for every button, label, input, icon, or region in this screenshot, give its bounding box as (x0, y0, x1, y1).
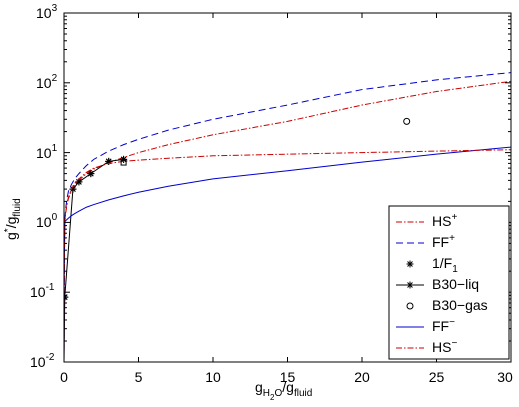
star-point (64, 293, 69, 301)
series-layer (64, 72, 511, 362)
series-hs-minus-line (64, 149, 511, 362)
legend-label-hs-plus: HS+ (432, 212, 457, 229)
series-b30-liq (64, 155, 128, 362)
series-hs-plus-line (64, 80, 511, 362)
series-b30-gas (403, 117, 411, 125)
legend-label-hs-minus: HS− (432, 338, 457, 355)
series-b30-liq-swatch (396, 281, 424, 289)
y-tick-label: 10-2 (30, 352, 55, 370)
x-tick-label: 5 (135, 369, 143, 385)
y-tick-label: 101 (36, 143, 58, 161)
legend-label-ff-plus: FF+ (432, 233, 455, 250)
series-ff-plus-line (64, 72, 511, 362)
x-tick-label: 0 (60, 369, 68, 385)
x-tick-label: 30 (497, 369, 513, 385)
legend-swatches (396, 221, 424, 349)
marker-layer (120, 159, 127, 166)
legend-box (388, 205, 510, 360)
square-point (120, 159, 127, 166)
series-b30-gas-swatch (406, 302, 414, 310)
series-hs-minus (64, 149, 511, 362)
series-inv-f1-swatch (406, 260, 414, 268)
star-point (105, 157, 113, 165)
legend: HS+ FF+ 1/F1 B30−liq B30−gas FF− HS− (388, 205, 510, 360)
tick-layer (63, 12, 512, 363)
legend-label-inv-f1: 1/F1 (432, 255, 458, 275)
y-tick-label: 102 (36, 73, 58, 91)
star-point (120, 155, 128, 163)
star-point (75, 178, 83, 186)
legend-label-b30-gas: B30−gas (432, 297, 488, 313)
series-ff-minus-line (64, 146, 511, 362)
x-tick-label: 25 (429, 369, 445, 385)
y-tick-labels: 10-2 10-1 100 101 102 103 (30, 3, 58, 370)
series-ff-plus (64, 72, 511, 362)
legend-label-ff-minus: FF− (432, 317, 455, 334)
series-ff-minus (64, 146, 511, 362)
legend-label-b30-liq: B30−liq (432, 276, 479, 292)
star-point (69, 185, 77, 193)
x-tick-label: 15 (280, 369, 296, 385)
x-tick-label: 10 (205, 369, 221, 385)
series-hs-plus (64, 80, 511, 362)
y-axis-label: g*/gfluid (3, 198, 23, 240)
x-tick-label: 20 (354, 369, 370, 385)
x-axis-label: gH2O/gfluid (255, 379, 312, 402)
y-tick-label: 103 (36, 3, 58, 21)
circle-point (403, 117, 411, 125)
y-tick-label: 100 (36, 212, 58, 230)
y-tick-label: 10-1 (30, 282, 55, 300)
x-tick-labels: 0 5 10 15 20 25 30 (60, 369, 513, 385)
star-point (87, 170, 95, 178)
series-inv-f1 (64, 155, 128, 301)
